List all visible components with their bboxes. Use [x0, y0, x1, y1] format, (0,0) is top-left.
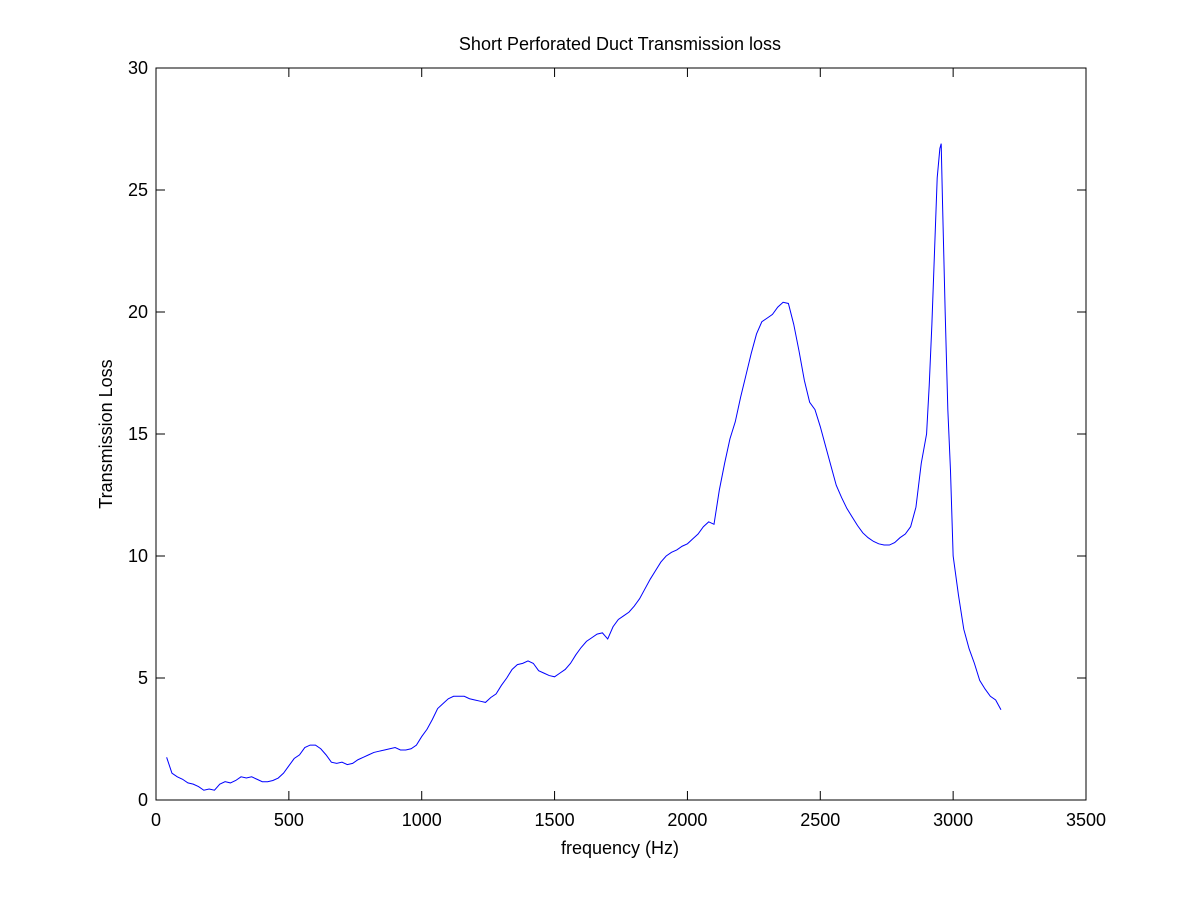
y-tick-label: 25 — [128, 180, 148, 200]
y-tick-label: 30 — [128, 58, 148, 78]
chart-title: Short Perforated Duct Transmission loss — [459, 34, 781, 54]
plot-area-frame — [155, 67, 1087, 801]
x-tick-label: 1000 — [402, 810, 442, 830]
axis-ticks — [155, 67, 1087, 801]
x-axis-label: frequency (Hz) — [561, 838, 679, 858]
x-tick-label: 1500 — [535, 810, 575, 830]
y-tick-label: 15 — [128, 424, 148, 444]
x-tick-label: 0 — [151, 810, 161, 830]
x-tick-label: 2000 — [667, 810, 707, 830]
y-tick-label: 10 — [128, 546, 148, 566]
x-tick-label: 3000 — [933, 810, 973, 830]
series-line-transmission-loss — [166, 143, 1002, 791]
y-tick-label: 0 — [138, 790, 148, 810]
x-tick-label: 500 — [274, 810, 304, 830]
y-axis-label: Transmission Loss — [96, 359, 116, 508]
axis-tick-labels: 0 500 1000 1500 2000 2500 3000 3500 0 5 10 15 20 25 30 — [128, 58, 1106, 830]
x-tick-label: 2500 — [800, 810, 840, 830]
y-tick-label: 5 — [138, 668, 148, 688]
x-tick-label: 3500 — [1066, 810, 1106, 830]
y-tick-label: 20 — [128, 302, 148, 322]
